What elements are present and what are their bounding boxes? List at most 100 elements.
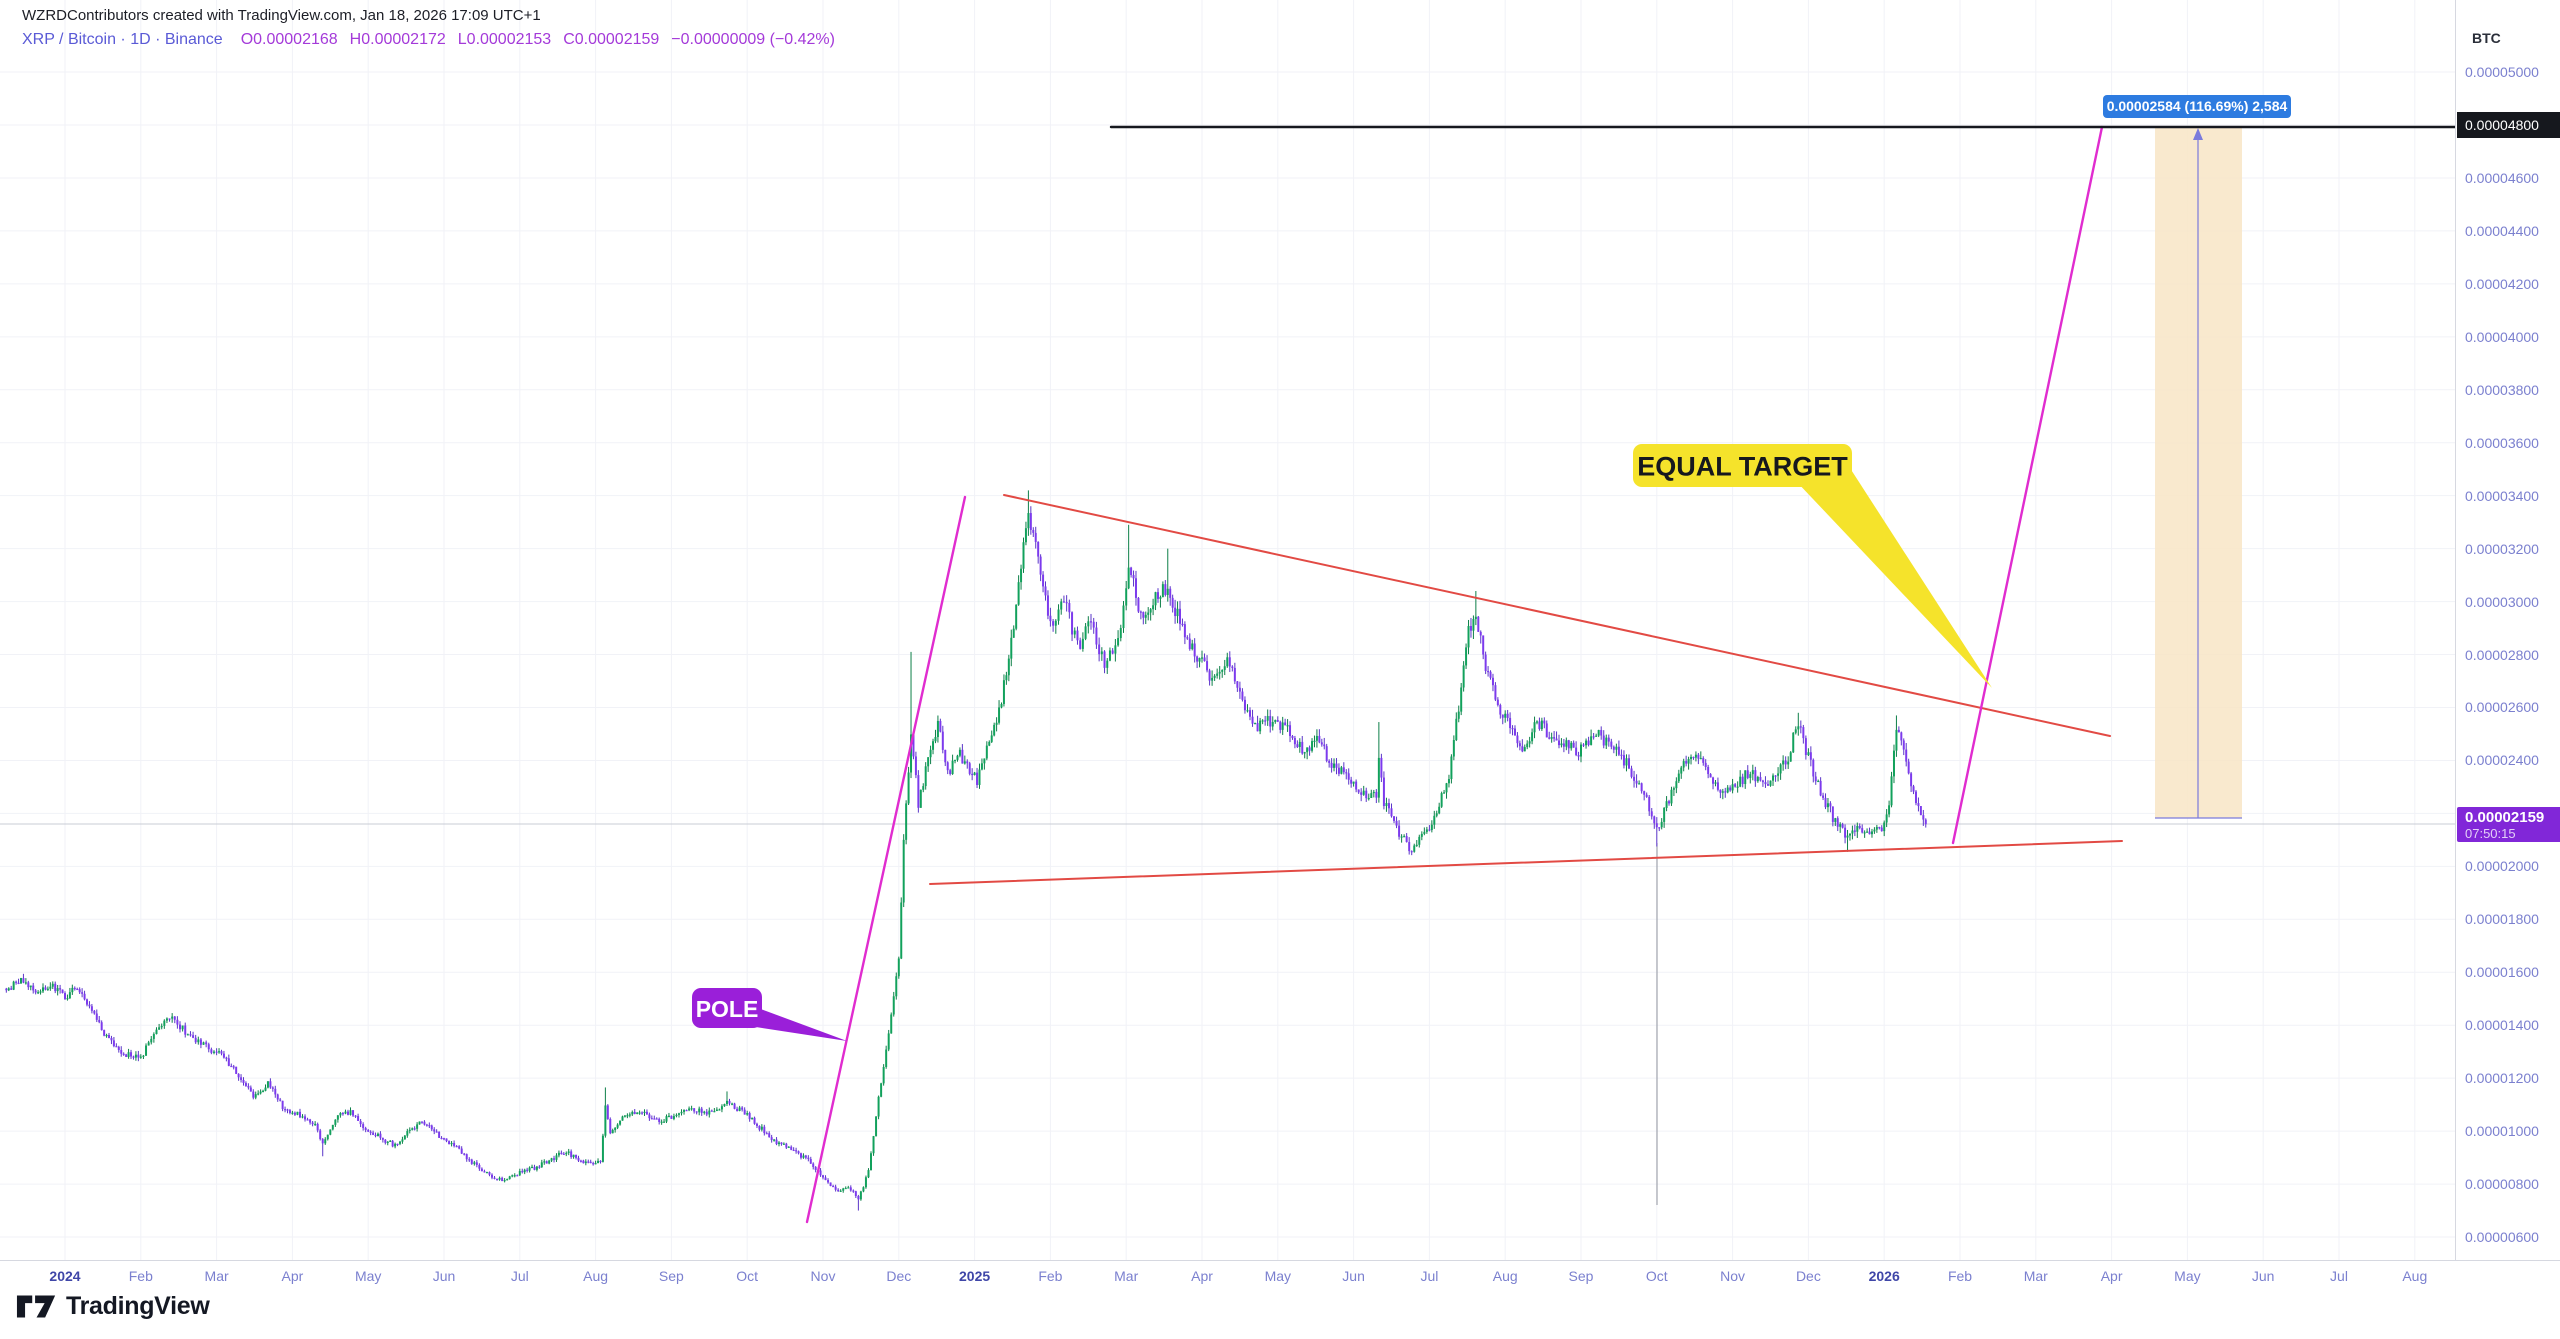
- candle-body: [1221, 669, 1224, 672]
- candle-body: [1296, 744, 1299, 748]
- candle-body: [1087, 621, 1090, 627]
- candle-body: [1878, 827, 1881, 829]
- pole-callout-balloon[interactable]: [692, 988, 762, 1028]
- last-price-axis-label[interactable]: 0.00002159 07:50:15: [2457, 807, 2560, 843]
- candle-body: [291, 1112, 294, 1114]
- candle-body: [1863, 832, 1866, 834]
- candle-body: [1166, 588, 1169, 595]
- candle-body: [1357, 789, 1360, 793]
- candle-body: [1137, 597, 1140, 612]
- candle-body: [1670, 789, 1673, 804]
- candle-body: [1491, 677, 1494, 686]
- candle-body: [1060, 601, 1063, 610]
- candle-body: [403, 1135, 406, 1140]
- candle-body: [1423, 831, 1426, 834]
- candle-body: [1694, 754, 1697, 758]
- candle-body: [765, 1133, 768, 1135]
- candle-body: [1259, 720, 1262, 732]
- candle-body: [1900, 732, 1903, 741]
- candle-body: [802, 1155, 805, 1158]
- candle-body: [301, 1116, 304, 1118]
- candle-body: [1692, 756, 1695, 759]
- candle-body: [1870, 831, 1873, 835]
- candle-body: [526, 1169, 529, 1171]
- price-range-result-label[interactable]: 0.00002584 (116.69%) 2,584: [2103, 95, 2291, 118]
- candle-body: [533, 1166, 536, 1170]
- candle-body: [949, 770, 952, 775]
- upper-trendline[interactable]: [1003, 494, 2111, 737]
- candle-body: [1029, 513, 1032, 530]
- candle-body: [1922, 815, 1925, 820]
- symbol-legend[interactable]: XRP / Bitcoin · 1D · Binance O0.00002168 H…: [22, 31, 835, 49]
- candle-body: [797, 1151, 800, 1154]
- lower-trendline[interactable]: [929, 840, 2123, 885]
- price-tick-label: 0.00003000: [2465, 593, 2539, 610]
- time-tick-month: Aug: [2402, 1268, 2428, 1284]
- candle-body: [1403, 836, 1406, 838]
- pole-callout-tail[interactable]: [736, 1008, 847, 1041]
- candle-body: [1103, 651, 1106, 668]
- candle-body: [511, 1175, 514, 1177]
- candle-body: [1804, 738, 1807, 756]
- candle-body: [334, 1119, 337, 1125]
- candle-body: [498, 1177, 501, 1180]
- candle-body: [1724, 791, 1727, 793]
- candle-body: [1271, 721, 1274, 727]
- candle-body: [824, 1177, 827, 1181]
- candle-body: [1420, 833, 1423, 837]
- candle-body: [1672, 788, 1675, 790]
- candle-body: [420, 1121, 423, 1123]
- time-tick-month: Mar: [2023, 1268, 2048, 1284]
- callout-annotations[interactable]: EQUAL TARGET POLE: [692, 444, 1992, 1041]
- candle-body: [932, 741, 935, 750]
- candle-body: [1335, 763, 1338, 768]
- candle-body: [1841, 824, 1844, 828]
- candle-body: [1844, 827, 1847, 838]
- candle-body: [812, 1163, 815, 1167]
- candle-body: [1751, 770, 1754, 775]
- target-price-axis-label[interactable]: 0.00004800: [2457, 112, 2560, 138]
- candlestick-series: [5, 490, 1927, 1211]
- candle-body: [1443, 792, 1446, 794]
- candle-body: [1455, 718, 1458, 741]
- candle-body: [408, 1129, 411, 1131]
- candle-body: [232, 1066, 235, 1068]
- candle-body: [1452, 740, 1455, 757]
- candle-body: [1506, 713, 1509, 718]
- candle-body: [1181, 623, 1184, 626]
- candle-body: [1010, 637, 1013, 659]
- time-tick-month: Apr: [2100, 1268, 2123, 1284]
- candle-body: [1350, 779, 1353, 784]
- price-tick-label: 0.00000600: [2465, 1229, 2539, 1246]
- candle-body: [572, 1154, 575, 1158]
- candle-body: [1017, 582, 1020, 605]
- candle-body: [324, 1139, 327, 1144]
- candle-body: [862, 1187, 865, 1192]
- symbol-title[interactable]: XRP / Bitcoin · 1D · Binance: [22, 31, 223, 48]
- candle-body: [357, 1116, 360, 1121]
- pole-trendline[interactable]: [805, 495, 967, 1224]
- candle-body: [1408, 842, 1411, 852]
- candle-body: [1178, 608, 1181, 624]
- candle-body: [1555, 738, 1558, 741]
- equal-target-callout-balloon[interactable]: [1633, 444, 1852, 487]
- time-axis[interactable]: 2024 Feb Mar Apr May Jun Jul Aug Sep Oct Nov Dec 202…: [0, 1260, 2560, 1299]
- price-axis[interactable]: BTC 0.00005000 0.00004800 0.00004600 0.0000…: [2455, 0, 2560, 1260]
- candle-body: [998, 707, 1001, 723]
- time-tick-month: Jun: [432, 1268, 456, 1284]
- candle-body: [1333, 763, 1336, 768]
- candle-body: [976, 772, 979, 785]
- candle-body: [17, 982, 20, 984]
- candle-body: [1032, 529, 1035, 533]
- candle-body: [1311, 741, 1314, 751]
- candle-body: [1897, 729, 1900, 733]
- equal-target-callout-tail[interactable]: [1795, 465, 1992, 688]
- chart-drawings[interactable]: [805, 125, 2560, 1224]
- candle-body: [288, 1110, 291, 1113]
- tradingview-logo[interactable]: TradingView: [16, 1291, 210, 1321]
- candle-body: [1736, 786, 1739, 788]
- candle-body: [1595, 735, 1598, 737]
- candle-body: [609, 1118, 612, 1134]
- projection-trendline[interactable]: [1951, 125, 2104, 845]
